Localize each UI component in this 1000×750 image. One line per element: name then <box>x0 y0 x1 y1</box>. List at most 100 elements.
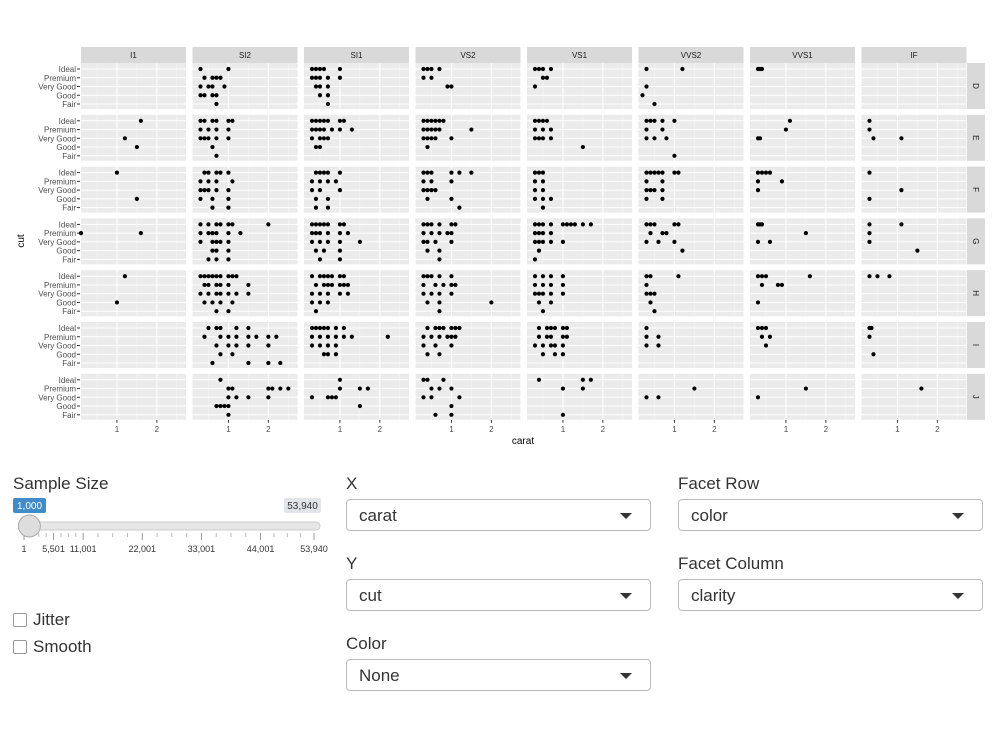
point <box>421 377 426 382</box>
point <box>222 403 227 409</box>
point <box>755 300 761 305</box>
column-strip <box>304 47 409 63</box>
point <box>532 257 538 262</box>
point <box>313 282 319 288</box>
x-tick-label: 2 <box>489 425 494 434</box>
point <box>449 412 454 417</box>
point <box>755 274 761 279</box>
column-strip-label: I1 <box>130 51 137 60</box>
checkbox[interactable]: Smooth <box>13 637 92 657</box>
point <box>469 170 474 175</box>
select-input[interactable]: cut <box>346 579 651 611</box>
point <box>309 179 315 184</box>
slider-track <box>19 521 321 531</box>
point <box>540 127 546 132</box>
checkbox[interactable]: Jitter <box>13 610 70 630</box>
point <box>214 136 219 141</box>
point <box>919 386 924 391</box>
point <box>437 231 442 236</box>
point <box>246 334 251 339</box>
point <box>226 205 231 210</box>
point <box>867 118 872 123</box>
point <box>226 257 231 262</box>
point <box>540 274 546 279</box>
point <box>564 222 570 227</box>
point <box>313 66 319 72</box>
row-strip <box>967 322 985 368</box>
point <box>449 386 454 391</box>
point <box>230 300 235 305</box>
point <box>544 118 550 123</box>
point <box>202 75 207 80</box>
point <box>644 170 649 175</box>
point <box>214 179 219 184</box>
checkbox-box[interactable] <box>13 640 27 654</box>
point <box>763 325 769 331</box>
checkbox-box[interactable] <box>13 613 27 627</box>
point <box>536 118 542 123</box>
row-strip-label: I <box>971 344 980 346</box>
y-tick-label: Ideal <box>59 272 77 281</box>
point <box>234 274 239 279</box>
point <box>325 274 331 279</box>
x-tick-label: 1 <box>226 425 231 434</box>
point <box>540 239 546 244</box>
point <box>425 352 430 357</box>
column-strip-label: VVS1 <box>792 51 813 60</box>
point <box>564 334 570 339</box>
y-tick-label: Premium <box>44 229 76 238</box>
point <box>226 343 231 348</box>
point <box>449 282 454 288</box>
point <box>548 300 554 305</box>
select-input[interactable]: color <box>678 499 983 531</box>
point <box>198 84 203 89</box>
point <box>218 170 223 175</box>
point <box>333 179 339 184</box>
select-input[interactable]: carat <box>346 499 651 531</box>
point <box>548 334 554 339</box>
point <box>214 248 219 253</box>
point <box>867 196 872 201</box>
point <box>230 386 235 391</box>
point <box>433 325 438 331</box>
point <box>210 144 215 150</box>
point <box>433 239 438 244</box>
point <box>337 222 343 227</box>
point <box>226 196 231 201</box>
point <box>421 127 426 132</box>
point <box>644 84 649 89</box>
point <box>899 222 904 227</box>
y-tick-label: Fair <box>62 411 76 420</box>
point <box>540 343 546 348</box>
point <box>449 196 454 201</box>
sample-size-slider[interactable]: 1,000 53,940 1 5,501 11,001 22,001 33,001 44,00… <box>0 495 330 555</box>
point <box>441 377 446 382</box>
point <box>206 274 211 279</box>
point <box>437 274 442 279</box>
point <box>321 170 327 175</box>
point <box>206 291 211 296</box>
point <box>672 222 677 227</box>
point <box>226 66 231 72</box>
point <box>218 377 223 382</box>
point <box>437 248 442 253</box>
slider-handle[interactable] <box>17 514 41 538</box>
point <box>787 118 793 123</box>
point <box>755 179 761 184</box>
point <box>421 188 426 193</box>
select-input[interactable]: None <box>346 659 651 691</box>
column-strip-label: IF <box>910 51 917 60</box>
point <box>425 300 430 305</box>
point <box>210 239 215 244</box>
point <box>437 309 442 314</box>
point <box>449 343 454 348</box>
point <box>309 291 315 296</box>
y-tick-label: Premium <box>44 74 76 83</box>
point <box>540 196 546 201</box>
point <box>871 136 876 141</box>
select-input[interactable]: clarity <box>678 579 983 611</box>
point <box>664 136 669 141</box>
point <box>337 282 343 288</box>
point <box>246 282 251 288</box>
point <box>469 127 474 132</box>
